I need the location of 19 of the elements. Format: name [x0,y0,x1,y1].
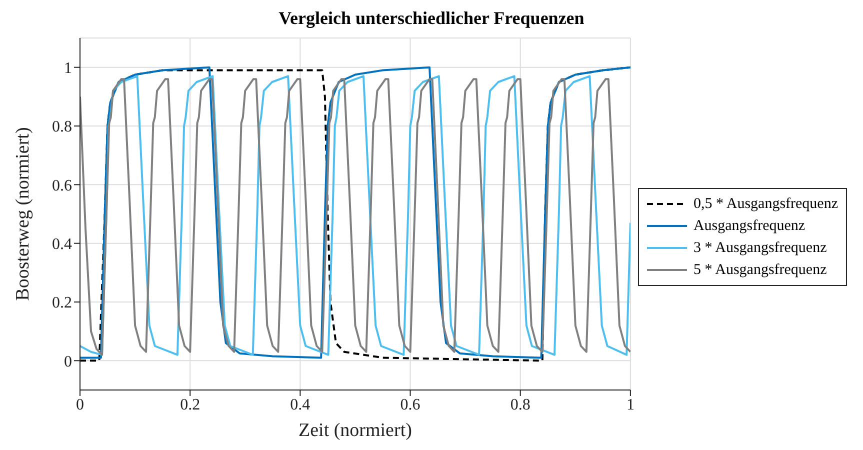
y-tick-label: 0 [64,353,72,370]
x-tick-label: 0.4 [290,396,310,414]
chart-title: Vergleich unterschiedlicher Frequenzen [278,8,586,30]
y-axis-title: Boosterweg (normiert) [12,127,34,301]
x-tick-label: 0.8 [510,396,530,414]
x-tick-label: 0.6 [400,396,420,414]
x-tick-label: 1 [626,396,634,414]
legend-label: 5 * Ausgangsfrequenz [693,261,827,280]
x-axis-title: Zeit (normiert) [298,420,412,441]
legend-label: Ausgangsfrequenz [693,217,806,236]
legend-label: 3 * Ausgangsfrequenz [693,239,827,258]
x-tick-label: 0 [76,396,84,414]
y-tick-label: 1 [64,60,72,78]
y-tick-label: 0.4 [52,236,72,254]
y-tick-label: 0.8 [52,118,72,136]
legend-label: 0,5 * Ausgangsfrequenz [693,195,838,214]
y-tick-label: 0.2 [52,294,72,312]
y-tick-label: 0.6 [52,177,72,194]
x-tick-label: 0.2 [180,396,200,414]
